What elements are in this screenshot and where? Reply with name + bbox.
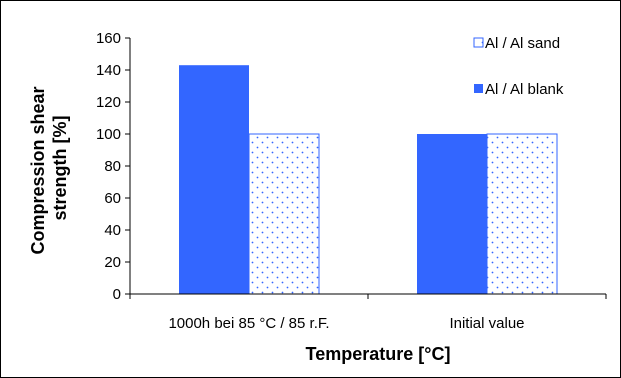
y-tick-label: 160 (96, 30, 121, 47)
x-axis-title: Temperature [°C] (306, 344, 451, 364)
y-tick-label: 0 (113, 286, 121, 303)
legend-label-sand: Al / Al sand (485, 35, 560, 52)
y-tick-label: 120 (96, 94, 121, 111)
bar-sand-1 (486, 133, 558, 295)
legend-swatch-blank (474, 84, 483, 93)
y-axis-title-line-1: Compression shear (28, 86, 48, 254)
bars-group (179, 65, 558, 295)
y-tick-label: 80 (104, 158, 121, 175)
legend-swatch-sand (473, 37, 484, 48)
y-tick-label: 40 (104, 222, 121, 239)
y-tick-label: 60 (104, 190, 121, 207)
bar-sand-0 (248, 133, 320, 295)
y-tick-label: 20 (104, 254, 121, 271)
y-tick-labels: 0 20 40 60 80 100 120 140 160 (96, 30, 121, 303)
x-category-label: 1000h bei 85 °C / 85 r.F. (168, 315, 329, 332)
legend-label-blank: Al / Al blank (485, 81, 564, 98)
axes-group (125, 37, 607, 299)
y-axis-title: Compression shear strength [%] (28, 81, 70, 254)
legend: Al / Al sand Al / Al blank (473, 35, 564, 98)
y-tick-label: 140 (96, 62, 121, 79)
bar-blank-1 (417, 134, 487, 294)
y-tick-label: 100 (96, 126, 121, 143)
x-category-label: Initial value (449, 315, 524, 332)
bar-blank-0 (179, 65, 249, 294)
x-category-labels: 1000h bei 85 °C / 85 r.F. Initial value (168, 315, 524, 332)
y-axis-title-line-2: strength [%] (50, 116, 70, 221)
